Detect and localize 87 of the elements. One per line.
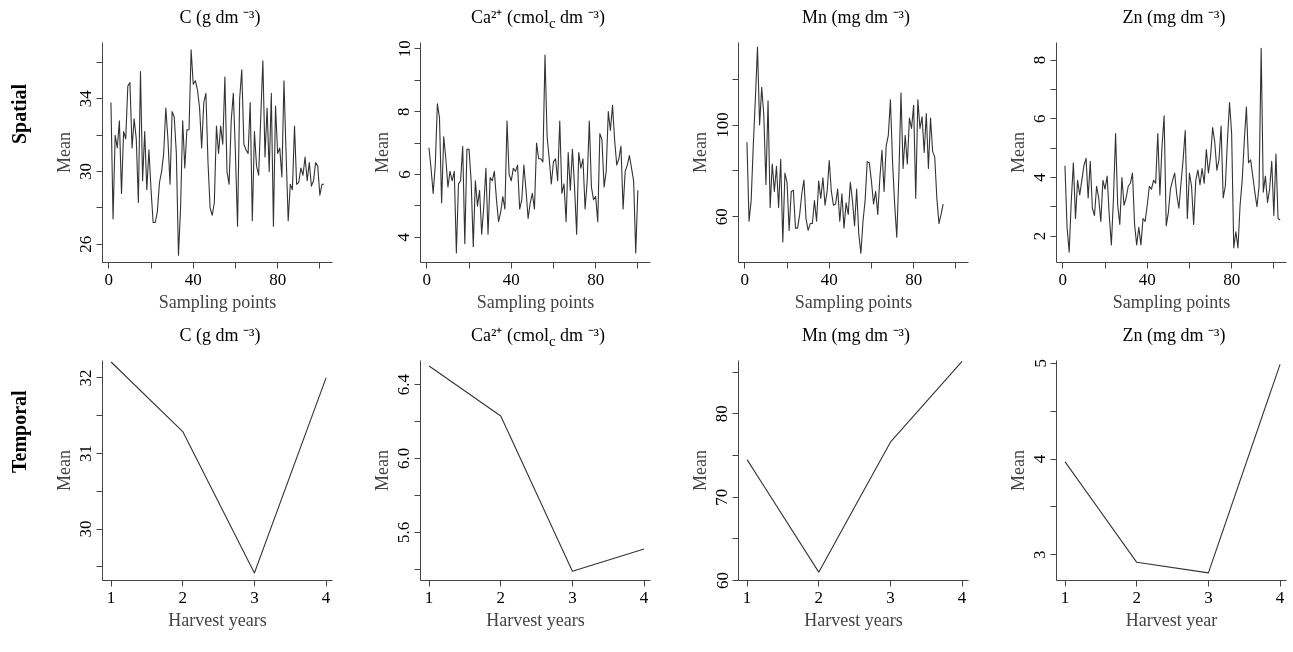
x-tick-label: 80 [269, 269, 287, 289]
x-axis-title: Harvest year [1125, 609, 1218, 630]
x-tick-label: 2 [496, 587, 505, 607]
chart-title: Mn (mg dm ⁻³) [801, 324, 911, 347]
y-tick-label: 6.0 [394, 447, 414, 470]
x-tick-label: 80 [587, 269, 605, 289]
line-series [746, 360, 963, 573]
y-axis-title: Mean [371, 450, 392, 491]
x-tick-label: 0 [1058, 269, 1068, 289]
x-tick-label: 40 [502, 269, 520, 289]
x-tick-label: 3 [568, 587, 577, 607]
y-tick-label: 3 [1030, 550, 1050, 559]
x-tick-label: 40 [1138, 269, 1156, 289]
y-tick-label: 100 [712, 112, 732, 138]
x-tick-label: 2 [1132, 587, 1141, 607]
y-tick-label: 60 [712, 572, 732, 589]
chart-title: Zn (mg dm ⁻³) [1121, 324, 1227, 347]
y-tick-label: 5.6 [394, 521, 414, 544]
x-tick-label: 40 [184, 269, 202, 289]
x-axis-title: Sampling points [476, 291, 595, 312]
x-axis-title: Sampling points [794, 291, 913, 312]
y-tick-label: 10 [394, 40, 414, 58]
line-series [746, 46, 944, 254]
line-series [1064, 47, 1281, 253]
line-series [110, 361, 327, 574]
x-tick-label: 2 [178, 587, 187, 607]
y-axis-title: Mean [53, 450, 74, 491]
y-axis-title: Mean [371, 132, 392, 173]
x-tick-label: 0 [740, 269, 750, 289]
x-tick-label: 1 [1060, 587, 1070, 607]
x-tick-label: 1 [424, 587, 434, 607]
line-series [428, 365, 645, 572]
x-axis-title: Harvest years [168, 609, 267, 630]
x-tick-label: 3 [250, 587, 259, 607]
x-axis-title: Harvest years [804, 609, 903, 630]
x-tick-label: 4 [957, 587, 967, 607]
chart-title: Zn (mg dm ⁻³) [1121, 6, 1227, 29]
y-tick-label: 26 [76, 235, 96, 253]
chart-title: Ca²⁺ (cmol$_{c}$ dm ⁻³) [470, 324, 606, 351]
y-tick-label: 30 [76, 163, 96, 181]
y-axis-title: Mean [689, 450, 710, 491]
y-axis-title: Mean [53, 132, 74, 173]
x-tick-label: 4 [321, 587, 331, 607]
x-axis-title: Sampling points [1112, 291, 1231, 312]
y-tick-label: 6 [1030, 114, 1050, 124]
y-tick-label: 60 [712, 208, 732, 226]
y-tick-label: 4 [394, 232, 414, 242]
chart-title: C (g dm ⁻³) [178, 324, 262, 347]
line-series [110, 49, 325, 256]
y-tick-label: 8 [394, 107, 414, 116]
y-tick-label: 8 [1030, 55, 1050, 65]
y-axis-title: Mean [689, 132, 710, 173]
x-tick-label: 1 [106, 587, 116, 607]
y-tick-label: 32 [76, 369, 96, 387]
x-tick-label: 1 [742, 587, 752, 607]
y-tick-label: 6 [394, 170, 414, 179]
y-axis-title: Mean [1007, 132, 1028, 173]
chart-title: Mn (mg dm ⁻³) [801, 6, 911, 29]
text: Spatial [7, 83, 32, 146]
x-axis-title: Harvest years [486, 609, 585, 630]
y-tick-label: 80 [712, 405, 732, 423]
x-tick-label: 3 [1204, 587, 1213, 607]
x-tick-label: 4 [1275, 587, 1285, 607]
x-tick-label: 80 [1223, 269, 1241, 289]
line-series [428, 54, 639, 254]
y-tick-label: 34 [76, 89, 96, 108]
y-tick-label: 31 [76, 444, 96, 462]
y-tick-label: 4 [1030, 172, 1050, 182]
line-series [1064, 363, 1281, 574]
y-axis-title: Mean [1007, 450, 1028, 491]
x-tick-label: 40 [820, 269, 838, 289]
y-tick-label: 4 [1030, 454, 1050, 464]
x-tick-label: 2 [814, 587, 823, 607]
chart-title: Ca²⁺ (cmol$_{c}$ dm ⁻³) [470, 6, 606, 33]
y-tick-label: 70 [712, 488, 732, 506]
chart-title: C (g dm ⁻³) [178, 6, 262, 29]
y-tick-label: 2 [1030, 231, 1050, 241]
text: Temporal [7, 389, 32, 476]
x-tick-label: 4 [639, 587, 649, 607]
x-tick-label: 0 [104, 269, 114, 289]
x-tick-label: 0 [422, 269, 432, 289]
y-tick-label: 30 [76, 520, 96, 538]
x-tick-label: 3 [886, 587, 895, 607]
y-tick-label: 5 [1030, 359, 1050, 368]
x-axis-title: Sampling points [158, 291, 277, 312]
y-tick-label: 6.4 [394, 373, 414, 396]
x-tick-label: 80 [905, 269, 923, 289]
